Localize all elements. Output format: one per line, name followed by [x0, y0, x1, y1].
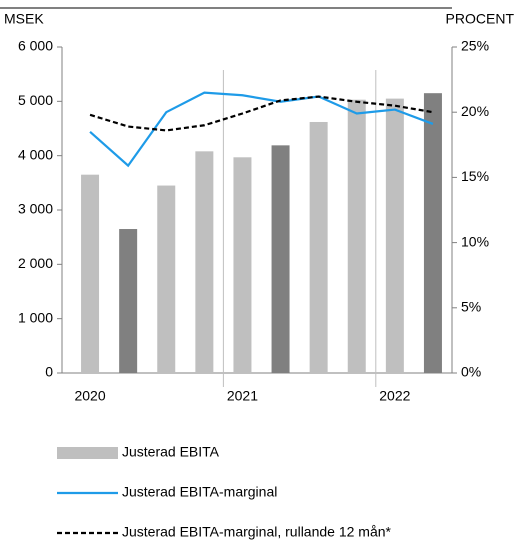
- bar: [81, 174, 100, 373]
- bar: [271, 145, 290, 373]
- y2-tick-label: 0%: [461, 364, 481, 380]
- y2-tick-label: 20%: [461, 103, 489, 119]
- legend-label: Justerad EBITA-marginal, rullande 12 mån…: [122, 524, 392, 540]
- y2-tick-label: 5%: [461, 299, 481, 315]
- bar: [233, 157, 252, 373]
- x-tick-label: 2020: [74, 388, 105, 404]
- y-tick-label: 6 000: [18, 38, 53, 54]
- y2-tick-label: 15%: [461, 168, 489, 184]
- bar: [423, 93, 442, 373]
- legend-label: Justerad EBITA: [122, 444, 220, 460]
- line: [89, 91, 434, 168]
- y-tick-label: 1 000: [18, 309, 53, 325]
- bar: [157, 185, 176, 373]
- y-tick-label: 2 000: [18, 255, 53, 271]
- bar: [385, 98, 404, 373]
- y-tick-label: 4 000: [18, 146, 53, 162]
- y-tick-label: 0: [45, 364, 53, 380]
- y2-axis-label: PROCENT: [446, 11, 515, 27]
- bar: [119, 229, 138, 373]
- y-axis-label: MSEK: [4, 11, 44, 27]
- y-tick-label: 5 000: [18, 92, 53, 108]
- bar: [347, 99, 366, 373]
- y2-tick-label: 25%: [461, 38, 489, 54]
- legend-swatch: [57, 447, 118, 459]
- x-tick-label: 2021: [227, 388, 258, 404]
- y2-tick-label: 10%: [461, 233, 489, 249]
- bar: [309, 121, 328, 373]
- y-tick-label: 3 000: [18, 201, 53, 217]
- x-tick-label: 2022: [379, 388, 410, 404]
- line: [89, 95, 434, 132]
- legend-label: Justerad EBITA-marginal: [122, 484, 277, 500]
- bar: [195, 151, 214, 373]
